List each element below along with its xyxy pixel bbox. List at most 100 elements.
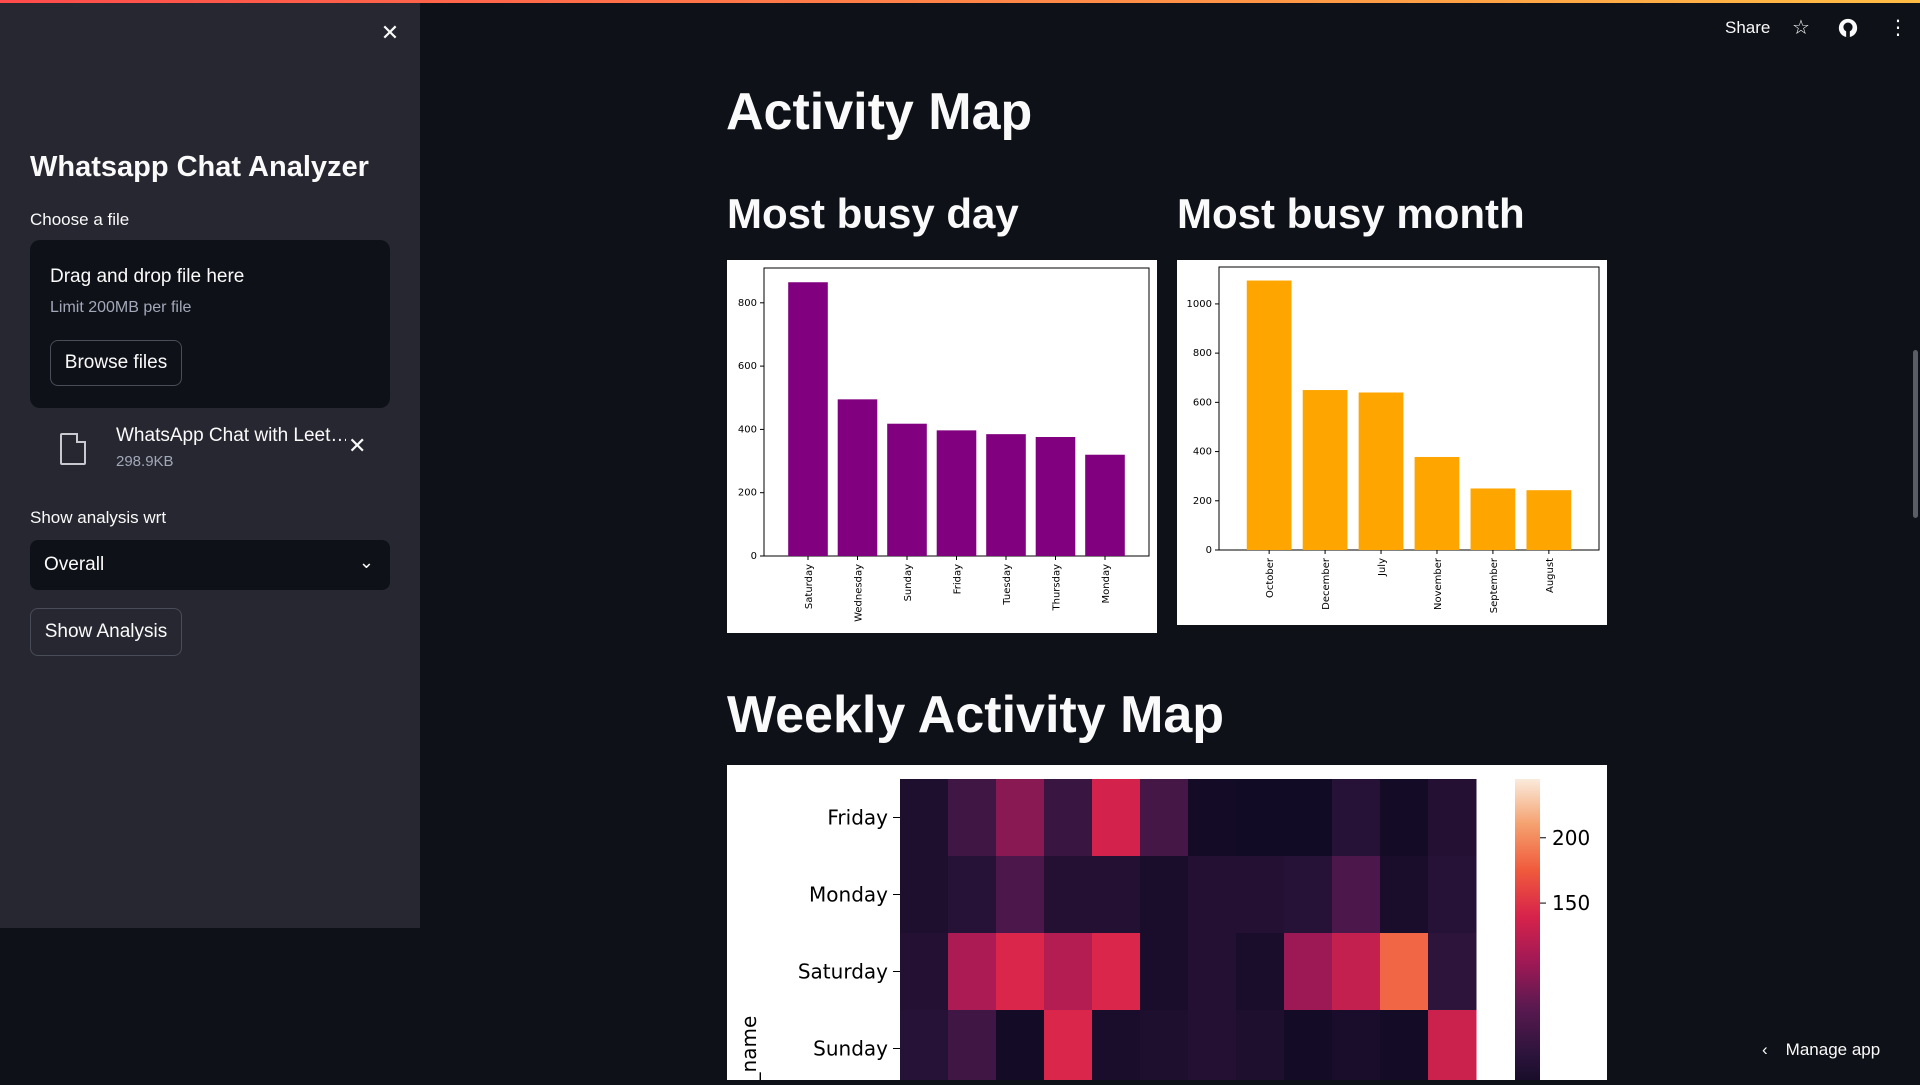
analysis-select[interactable]: Overall ⌄ xyxy=(30,540,390,590)
bar xyxy=(986,434,1026,556)
heatmap-cell xyxy=(1380,856,1429,934)
heatmap-cell xyxy=(1188,1010,1237,1085)
analysis-select-value: Overall xyxy=(44,554,105,575)
colorbar xyxy=(1515,779,1540,1085)
analysis-select-label: Show analysis wrt xyxy=(30,508,167,527)
heatmap-cell xyxy=(1188,856,1237,934)
heatmap-cell xyxy=(1140,779,1189,857)
x-tick-label: Monday xyxy=(1101,564,1112,604)
x-tick-label: August xyxy=(1545,558,1556,593)
heatmap-cell xyxy=(1284,933,1333,1011)
heatmap-cell xyxy=(1140,933,1189,1011)
heatmap-cell xyxy=(1236,933,1285,1011)
heatmap-cell xyxy=(1044,933,1093,1011)
y-tick-label: 800 xyxy=(738,298,757,309)
x-tick-label: Wednesday xyxy=(854,564,865,622)
heatmap-cell xyxy=(1332,933,1381,1011)
heatmap-cell xyxy=(996,933,1045,1011)
star-icon[interactable]: ☆ xyxy=(1792,17,1810,39)
bar xyxy=(1035,437,1076,556)
weekly-activity-title: Weekly Activity Map xyxy=(727,686,1225,744)
dropzone-limit: Limit 200MB per file xyxy=(50,299,192,316)
heatmap-cell xyxy=(900,933,949,1011)
heatmap-cell xyxy=(1236,856,1285,934)
y-tick-label: 800 xyxy=(1193,348,1212,359)
heatmap-cell xyxy=(1428,779,1477,857)
y-axis-label: y_name xyxy=(737,1016,761,1080)
x-tick-label: October xyxy=(1265,557,1276,598)
manage-app-label: Manage app xyxy=(1785,1040,1881,1059)
scrollbar[interactable] xyxy=(1913,350,1918,518)
heatmap-cell xyxy=(948,1010,997,1085)
bar xyxy=(1358,392,1404,550)
github-icon[interactable] xyxy=(1837,17,1859,44)
y-tick-label: 200 xyxy=(738,488,757,499)
chevron-down-icon: ⌄ xyxy=(358,552,374,572)
show-analysis-button[interactable]: Show Analysis xyxy=(30,608,182,656)
busy-month-chart: 0 200 400 600 800 1000 October December July Nove… xyxy=(1177,260,1607,625)
top-accent-bar xyxy=(0,0,1920,3)
heatmap-cell xyxy=(996,856,1045,934)
close-sidebar-icon[interactable]: ✕ xyxy=(380,20,400,45)
x-tick-label: July xyxy=(1377,558,1388,577)
heatmap-cell xyxy=(948,856,997,934)
y-tick-label: 400 xyxy=(738,424,757,435)
busy-day-chart: 0 200 400 600 800 Saturday Wednesday Sunday Frid… xyxy=(727,260,1157,633)
busy-day-title: Most busy day xyxy=(727,190,1019,237)
heatmap-cell xyxy=(996,1010,1045,1085)
bar xyxy=(887,423,927,556)
x-tick-label: Friday xyxy=(953,564,964,594)
row-label: Saturday xyxy=(798,960,888,984)
heatmap-cell xyxy=(1140,856,1189,934)
heatmap-cell xyxy=(996,779,1045,857)
file-dropzone[interactable]: Drag and drop file here Limit 200MB per … xyxy=(30,240,390,408)
app-title: Whatsapp Chat Analyzer xyxy=(30,151,369,183)
y-tick-label: 600 xyxy=(1193,397,1212,408)
heatmap-cell xyxy=(1092,1010,1141,1085)
share-button[interactable]: Share xyxy=(1725,18,1771,37)
y-tick-label: 400 xyxy=(1193,447,1212,458)
heatmap-cell xyxy=(1428,1010,1477,1085)
heatmap-cell xyxy=(1236,1010,1285,1085)
heatmap-cell xyxy=(900,779,949,857)
x-tick-label: Sunday xyxy=(903,564,914,601)
y-tick-label: 1000 xyxy=(1187,299,1212,310)
heatmap-cell xyxy=(1428,856,1477,934)
dropzone-text: Drag and drop file here xyxy=(50,266,245,287)
busy-month-title: Most busy month xyxy=(1177,190,1525,237)
heatmap-cell xyxy=(1332,779,1381,857)
x-tick-label: November xyxy=(1433,557,1444,610)
sidebar: ✕ Whatsapp Chat Analyzer Choose a file D… xyxy=(0,3,420,928)
heatmap-cell xyxy=(900,856,949,934)
heatmap-cell xyxy=(948,933,997,1011)
bar xyxy=(1470,488,1516,550)
heatmap-cell xyxy=(1380,1010,1429,1085)
bar xyxy=(1085,454,1125,556)
manage-app-button[interactable]: ‹ Manage app xyxy=(1762,1040,1880,1060)
heatmap-cell xyxy=(1380,933,1429,1011)
file-icon xyxy=(60,433,86,465)
heatmap-cell xyxy=(1140,1010,1189,1085)
bar xyxy=(1246,280,1292,550)
heatmap-cell xyxy=(1332,1010,1381,1085)
heatmap-cell xyxy=(1044,1010,1093,1085)
heatmap-cell xyxy=(1332,856,1381,934)
heatmap-cell xyxy=(948,779,997,857)
more-menu-icon[interactable]: ⋮ xyxy=(1888,17,1908,39)
heatmap-cell xyxy=(1284,779,1333,857)
browse-files-button[interactable]: Browse files xyxy=(50,340,182,386)
remove-file-icon[interactable]: ✕ xyxy=(348,433,367,458)
file-name: WhatsApp Chat with Leet… xyxy=(116,425,346,446)
y-tick-label: 200 xyxy=(1193,496,1212,507)
weekly-heatmap: Friday Monday Saturday Sunday y_name 150 200 xyxy=(727,765,1607,1085)
row-label: Monday xyxy=(809,883,888,907)
heatmap-cell xyxy=(1188,779,1237,857)
x-tick-label: Thursday xyxy=(1052,564,1063,612)
y-tick-label: 0 xyxy=(1206,545,1212,556)
bar xyxy=(1526,490,1572,550)
bar xyxy=(936,430,977,556)
bar xyxy=(1302,390,1348,550)
heatmap-cell xyxy=(1284,856,1333,934)
page-title: Activity Map xyxy=(726,83,1033,141)
heatmap-cell xyxy=(1188,933,1237,1011)
